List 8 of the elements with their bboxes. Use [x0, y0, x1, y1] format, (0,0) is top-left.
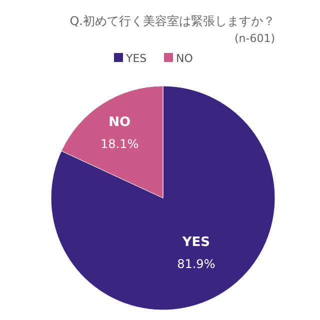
- legend-label: NO: [176, 52, 194, 65]
- slice-label: YES: [181, 234, 210, 250]
- data-label: 18.1%: [100, 137, 139, 152]
- slice-label: NO: [108, 115, 131, 130]
- chart-subtitle: (n-601): [234, 32, 275, 45]
- legend-label: YES: [125, 52, 147, 65]
- chart-title: Q.初めて行く美容室は緊張しますか？: [70, 14, 275, 28]
- data-label: 81.9%: [177, 256, 216, 271]
